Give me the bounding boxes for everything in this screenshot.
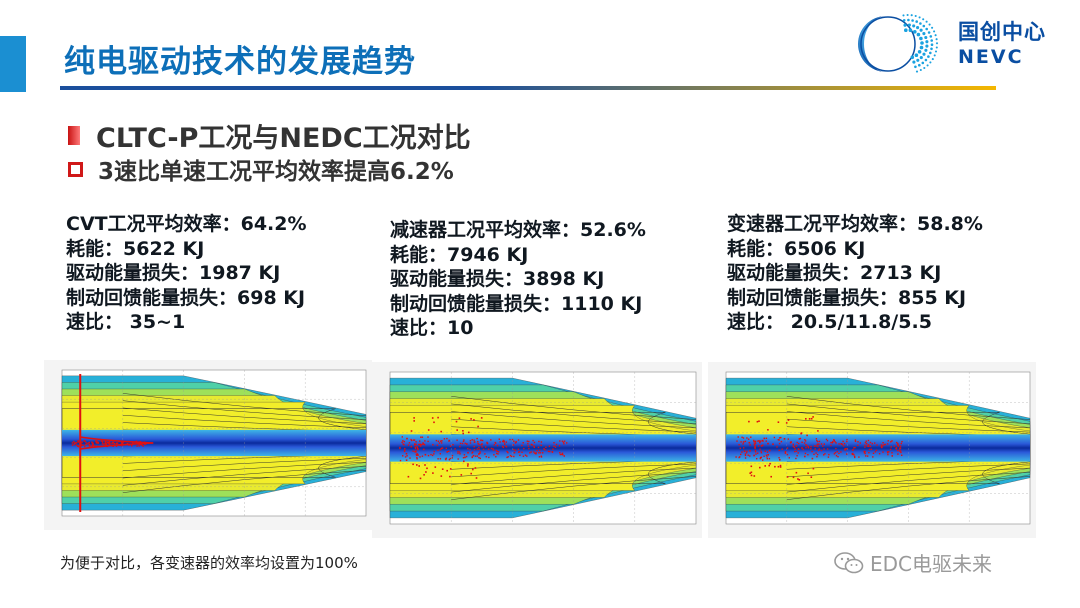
hollow-square-bullet-icon [68, 161, 83, 177]
efficiency-map-reducer [372, 362, 702, 538]
logo-text-cn: 国创中心 [958, 20, 1046, 44]
wechat-icon [834, 551, 864, 573]
stats-line: CVT工况平均效率：64.2% [66, 213, 307, 235]
stats-line: 耗能：7946 KJ [390, 243, 529, 266]
bullet-main-text: CLTC-P工况与NEDC工况对比 [96, 123, 471, 154]
stats-line: 耗能：6506 KJ [727, 237, 866, 260]
stats-cvt: CVT工况平均效率：64.2% 耗能：5622 KJ 驱动能量损失：1987 K… [66, 212, 307, 335]
nevc-logo: 国创中心 NEVC [856, 12, 1056, 76]
stats-line: 速比： 20.5/11.8/5.5 [727, 311, 932, 333]
stats-line: 速比： 35~1 [66, 311, 186, 333]
stats-line: 驱动能量损失：1987 KJ [66, 262, 281, 284]
stats-reducer: 减速器工况平均效率：52.6% 耗能：7946 KJ 驱动能量损失：3898 K… [390, 218, 646, 341]
red-square-bullet-icon [68, 126, 80, 145]
stats-line: 驱动能量损失：3898 KJ [390, 268, 605, 290]
efficiency-map-gearbox [708, 362, 1036, 538]
footnote: 为便于对比，各变速器的效率均设置为100% [60, 554, 358, 572]
bullet-main: CLTC-P工况与NEDC工况对比 [68, 116, 471, 155]
watermark-text: EDC电驱未来 [870, 552, 993, 576]
stats-line: 减速器工况平均效率：52.6% [390, 219, 646, 241]
logo-text-en: NEVC [958, 46, 1024, 68]
stats-line: 驱动能量损失：2713 KJ [727, 262, 942, 284]
efficiency-map-cvt [44, 360, 372, 530]
stats-line: 变速器工况平均效率：58.8% [727, 213, 983, 235]
title-accent-bar [0, 36, 26, 92]
stats-line: 耗能：5622 KJ [66, 237, 205, 260]
watermark: EDC电驱未来 [834, 548, 992, 577]
stats-gearbox: 变速器工况平均效率：58.8% 耗能：6506 KJ 驱动能量损失：2713 K… [727, 212, 983, 335]
stats-line: 制动回馈能量损失：698 KJ [66, 286, 306, 309]
bullet-sub-text: 3速比单速工况平均效率提高6.2% [98, 159, 454, 185]
stats-line: 速比：10 [390, 317, 474, 339]
stats-line: 制动回馈能量损失：855 KJ [727, 286, 967, 309]
page-title: 纯电驱动技术的发展趋势 [64, 44, 416, 80]
bullet-sub: 3速比单速工况平均效率提高6.2% [68, 152, 454, 186]
nevc-globe-logo-icon [858, 13, 939, 73]
title-underline [60, 86, 996, 90]
stats-line: 制动回馈能量损失：1110 KJ [390, 292, 643, 315]
